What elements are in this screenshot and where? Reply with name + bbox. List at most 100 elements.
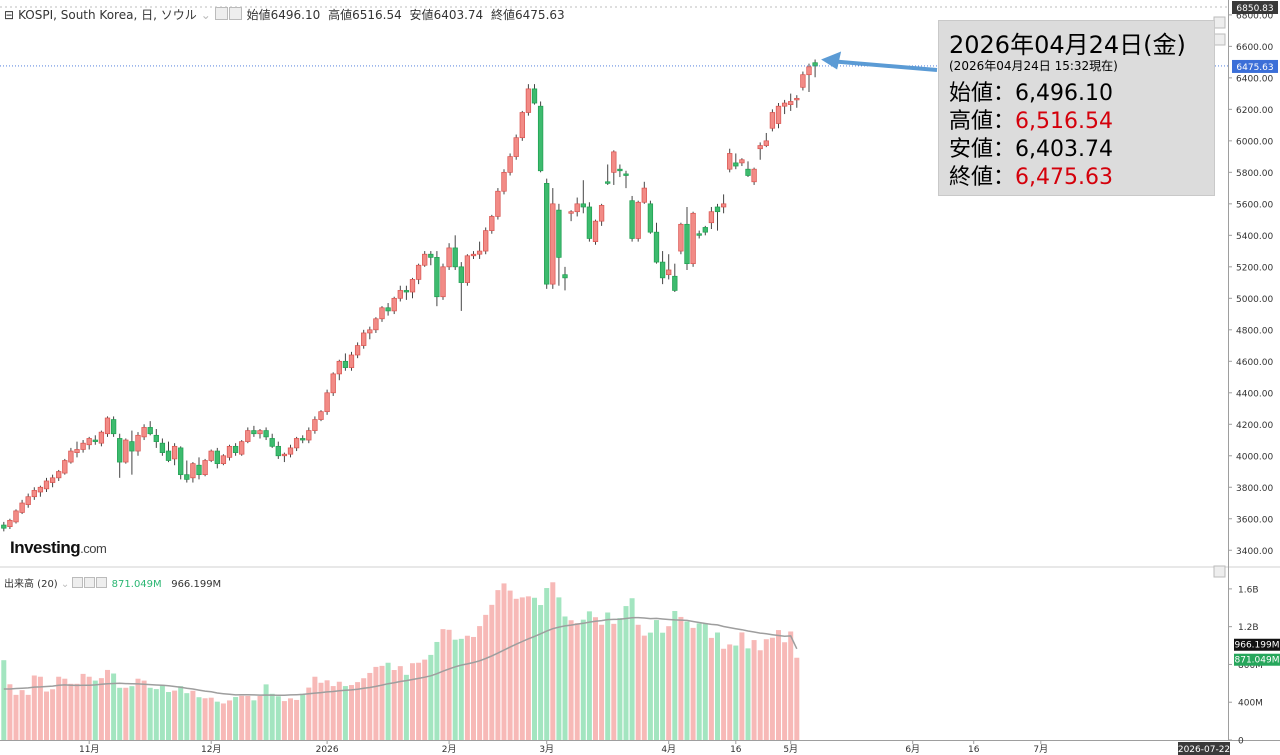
volume-bar xyxy=(422,659,428,740)
candle-body xyxy=(757,145,763,150)
volume-bar xyxy=(336,681,342,740)
volume-bar xyxy=(647,632,653,740)
candle-body xyxy=(428,253,434,258)
info-low-label: 安値： xyxy=(949,137,1016,162)
volume-bar xyxy=(141,680,147,740)
candle-body xyxy=(446,247,452,268)
candle-body xyxy=(49,477,56,483)
candle-body xyxy=(696,233,702,236)
candle-body xyxy=(178,447,184,476)
price-tick-label: 6800.00 xyxy=(1236,11,1273,21)
price-tick-label: 5600.00 xyxy=(1236,200,1273,210)
candle-body xyxy=(7,519,13,527)
candle-body xyxy=(123,439,129,463)
chevron-down-icon[interactable]: ⌄ xyxy=(60,579,70,590)
info-close-row: 終値：6,475.63 xyxy=(949,159,1113,191)
volume-bar xyxy=(678,616,684,740)
volume-tick-label: 1.6B xyxy=(1238,585,1259,595)
candle-body xyxy=(391,297,397,312)
volume-bar xyxy=(440,629,446,740)
low-value: 6403.74 xyxy=(433,8,484,22)
candle-body xyxy=(440,266,446,298)
end-date-badge xyxy=(1178,742,1230,755)
volume-bar xyxy=(166,692,171,740)
expand-icon xyxy=(1213,16,1226,29)
volume-bar xyxy=(288,698,293,740)
candle-body xyxy=(562,274,568,279)
price-tick-label: 6400.00 xyxy=(1236,74,1273,84)
candle-body xyxy=(775,105,782,124)
last-price-badge xyxy=(1232,59,1278,73)
candle-body xyxy=(806,66,812,76)
candle-body xyxy=(269,438,275,447)
candle-body xyxy=(208,450,214,461)
candle-body xyxy=(635,201,641,239)
time-tick-label: 7月 xyxy=(1033,744,1048,755)
candle-body xyxy=(92,439,98,442)
candle-body xyxy=(159,442,166,453)
candle-body xyxy=(556,209,562,258)
volume-bar xyxy=(519,597,525,740)
volume-bar xyxy=(599,624,605,740)
settings-icon[interactable] xyxy=(228,7,242,20)
volume-bar xyxy=(605,612,611,740)
volume-bar xyxy=(788,631,794,740)
volume-bar xyxy=(562,616,568,740)
candle-body xyxy=(361,332,367,346)
volume-bar xyxy=(751,640,757,740)
candle-body xyxy=(129,441,135,452)
candle-body xyxy=(25,496,31,505)
close-icon[interactable] xyxy=(96,577,108,588)
candle-body xyxy=(422,253,428,266)
volume-bar xyxy=(233,697,239,740)
eye-icon[interactable] xyxy=(72,577,84,588)
candle-body xyxy=(342,360,349,368)
volume-bar xyxy=(367,672,373,740)
volume-bar xyxy=(513,598,519,740)
candle-body xyxy=(287,447,294,455)
candle-body xyxy=(470,253,477,257)
time-tick-label: 6月 xyxy=(905,744,920,755)
volume-bar xyxy=(507,590,513,740)
volume-bar xyxy=(342,686,348,740)
volume-bar xyxy=(525,596,531,740)
price-tick-label: 5000.00 xyxy=(1236,295,1273,305)
candle-body xyxy=(232,445,239,453)
settings-icon[interactable] xyxy=(84,577,96,588)
candle-body xyxy=(727,153,733,170)
candle-body xyxy=(507,156,513,173)
volume-bar xyxy=(105,669,110,740)
candle-body xyxy=(483,230,489,252)
candle-body xyxy=(495,190,501,217)
candle-body xyxy=(251,430,257,435)
candle-body xyxy=(257,430,263,435)
collapse-icon[interactable]: ⊟ xyxy=(4,8,15,22)
time-tick-label: 2026 xyxy=(316,745,339,755)
volume-bar xyxy=(257,695,263,740)
candle-body xyxy=(354,345,361,356)
candle-body xyxy=(348,354,355,368)
candle-body xyxy=(56,471,62,479)
candle-body xyxy=(580,203,586,208)
volume-bar xyxy=(184,693,190,740)
volume-bar xyxy=(7,684,13,740)
volume-tick-label: 400M xyxy=(1238,699,1263,709)
price-tick-label: 6200.00 xyxy=(1236,106,1273,116)
volume-bar xyxy=(708,637,714,740)
volume-bar xyxy=(458,638,464,740)
volume-bar xyxy=(416,662,422,740)
volume-bar xyxy=(251,700,257,740)
eye-icon[interactable] xyxy=(214,7,228,20)
volume-bar xyxy=(690,627,696,740)
candle-body xyxy=(464,255,471,283)
candle-body xyxy=(647,203,654,233)
price-tick-label: 4000.00 xyxy=(1236,452,1273,462)
time-tick-label: 12月 xyxy=(201,744,221,755)
ohlc-info-box: 2026年04月24日(金) (2026年04月24日 15:32現在) 始値：… xyxy=(938,20,1215,196)
volume-bar xyxy=(239,695,245,740)
chevron-down-icon[interactable]: ⌄ xyxy=(200,8,211,22)
candle-body xyxy=(385,307,391,312)
price-tick-label: 6600.00 xyxy=(1236,43,1273,53)
top-price-label: 6850.83 xyxy=(1236,4,1273,14)
